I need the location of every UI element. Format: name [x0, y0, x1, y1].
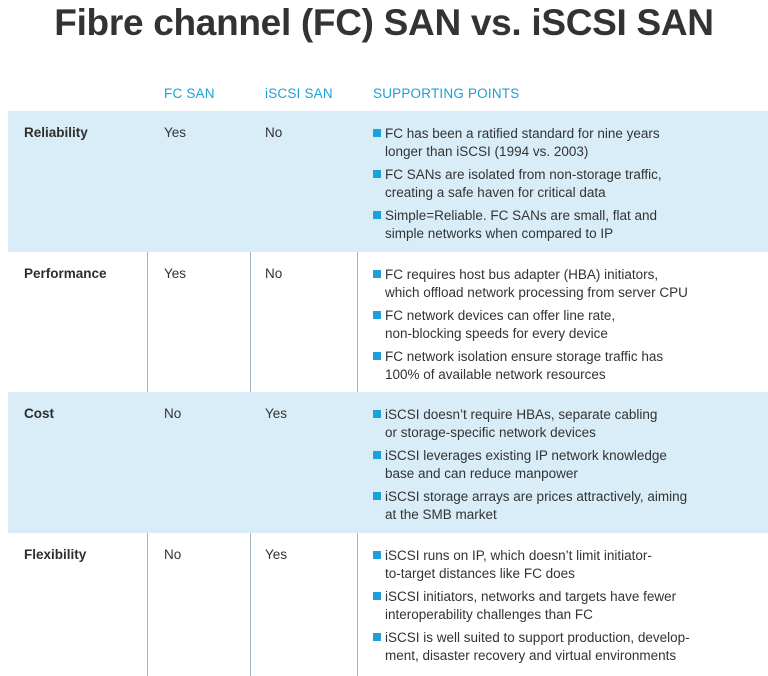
supporting-point: iSCSI leverages existing IP network know… — [373, 447, 758, 482]
supporting-point: iSCSI is well suited to support producti… — [373, 629, 758, 664]
supporting-point-text: simple networks when compared to IP — [385, 225, 614, 241]
supporting-point: FC SANs are isolated from non-storage tr… — [373, 166, 758, 201]
supporting-point: iSCSI initiators, networks and targets h… — [373, 588, 758, 623]
bullet-square-icon — [373, 492, 381, 500]
supporting-point-text: base and can reduce manpower — [385, 465, 578, 481]
bullet-square-icon — [373, 633, 381, 641]
supporting-point-text: iSCSI runs on IP, which doesn’t limit in… — [385, 548, 652, 563]
header-fc-san: FC SAN — [164, 86, 215, 101]
supporting-point: FC requires host bus adapter (HBA) initi… — [373, 266, 758, 301]
bullet-square-icon — [373, 352, 381, 360]
supporting-point-text: FC has been a ratified standard for nine… — [385, 126, 660, 141]
supporting-point-text: iSCSI storage arrays are prices attracti… — [385, 489, 688, 504]
bullet-square-icon — [373, 170, 381, 178]
supporting-point-text: at the SMB market — [385, 506, 497, 522]
supporting-point: Simple=Reliable. FC SANs are small, flat… — [373, 207, 758, 242]
supporting-point-text: Simple=Reliable. FC SANs are small, flat… — [385, 208, 657, 223]
bullet-square-icon — [373, 211, 381, 219]
bullet-square-icon — [373, 451, 381, 459]
fc-san-value: Yes — [164, 125, 187, 140]
row-label: Reliability — [24, 125, 88, 140]
table-row-performance: Performance Yes No FC requires host bus ada… — [8, 252, 768, 392]
fc-san-value: No — [164, 406, 182, 421]
table-row-cost: Cost No Yes iSCSI doesn’t require HBAs, sep… — [8, 392, 768, 533]
supporting-point-text: FC requires host bus adapter (HBA) initi… — [385, 267, 659, 282]
row-label: Flexibility — [24, 547, 87, 562]
header-supporting-points: SUPPORTING POINTS — [373, 86, 520, 101]
supporting-points-list: iSCSI doesn’t require HBAs, separate cab… — [373, 406, 758, 529]
supporting-point: FC has been a ratified standard for nine… — [373, 125, 758, 160]
supporting-point-text: interoperability challenges than FC — [385, 606, 593, 622]
fc-san-value: Yes — [164, 266, 187, 281]
fc-san-value: No — [164, 547, 182, 562]
supporting-point: FC network devices can offer line rate, n… — [373, 307, 758, 342]
supporting-point-text: iSCSI initiators, networks and targets h… — [385, 589, 677, 604]
supporting-point: iSCSI doesn’t require HBAs, separate cab… — [373, 406, 758, 441]
comparison-table: Reliability Yes No FC has been a ratified s… — [0, 111, 768, 676]
iscsi-san-value: Yes — [265, 406, 288, 421]
supporting-point-text: FC SANs are isolated from non-storage tr… — [385, 167, 662, 182]
row-label: Performance — [24, 266, 107, 281]
supporting-point-text: iSCSI doesn’t require HBAs, separate cab… — [385, 407, 658, 422]
supporting-point: iSCSI storage arrays are prices attracti… — [373, 488, 758, 523]
supporting-point-text: which offload network processing from se… — [385, 284, 688, 300]
supporting-point-text: iSCSI leverages existing IP network know… — [385, 448, 667, 463]
supporting-point-text: longer than iSCSI (1994 vs. 2003) — [385, 143, 589, 159]
supporting-point-text: creating a safe haven for critical data — [385, 184, 606, 200]
bullet-square-icon — [373, 129, 381, 137]
bullet-square-icon — [373, 592, 381, 600]
header-iscsi-san: iSCSI SAN — [265, 86, 333, 101]
supporting-point: iSCSI runs on IP, which doesn’t limit in… — [373, 547, 758, 582]
page-title: Fibre channel (FC) SAN vs. iSCSI SAN — [54, 2, 714, 43]
supporting-point-text: or storage-specific network devices — [385, 424, 596, 440]
bullet-square-icon — [373, 551, 381, 559]
supporting-points-list: FC requires host bus adapter (HBA) initi… — [373, 266, 758, 389]
table-row-reliability: Reliability Yes No FC has been a ratified s… — [8, 111, 768, 252]
supporting-point-text: iSCSI is well suited to support producti… — [385, 630, 690, 645]
row-label: Cost — [24, 406, 54, 421]
supporting-point-text: 100% of available network resources — [385, 366, 606, 382]
table-header: FC SAN iSCSI SAN SUPPORTING POINTS — [0, 86, 768, 108]
iscsi-san-value: No — [265, 125, 283, 140]
supporting-point-text: non-blocking speeds for every device — [385, 325, 608, 341]
supporting-point-text: to-target distances like FC does — [385, 565, 575, 581]
supporting-points-list: FC has been a ratified standard for nine… — [373, 125, 758, 248]
bullet-square-icon — [373, 410, 381, 418]
supporting-point-text: FC network devices can offer line rate, — [385, 308, 616, 323]
supporting-points-list: iSCSI runs on IP, which doesn’t limit in… — [373, 547, 758, 670]
bullet-square-icon — [373, 311, 381, 319]
iscsi-san-value: Yes — [265, 547, 288, 562]
supporting-point: FC network isolation ensure storage traf… — [373, 348, 758, 383]
supporting-point-text: FC network isolation ensure storage traf… — [385, 349, 664, 364]
supporting-point-text: ment, disaster recovery and virtual envi… — [385, 647, 677, 663]
iscsi-san-value: No — [265, 266, 283, 281]
bullet-square-icon — [373, 270, 381, 278]
table-row-flexibility: Flexibility No Yes iSCSI runs on IP, which … — [8, 533, 768, 676]
